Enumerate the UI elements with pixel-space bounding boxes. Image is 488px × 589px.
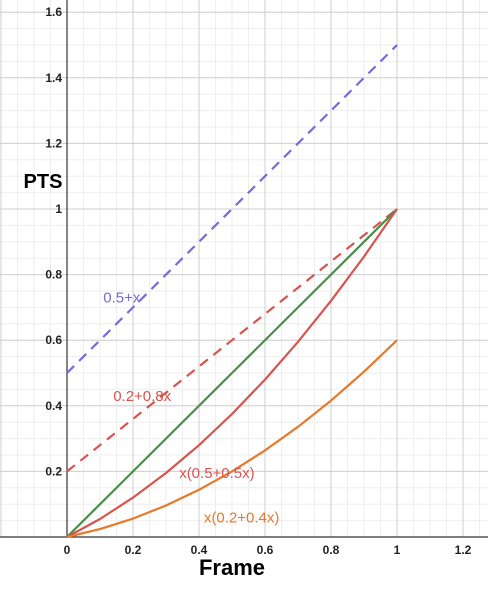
x-tick-labels: 0 0.2 0.4 0.6 0.8 1 1.2 [64,543,472,557]
series-line-1 [66,208,398,473]
x-tick-label: 1.2 [455,543,472,557]
y-tick-label: 1.4 [45,71,62,85]
x-tick-label: 0.6 [257,543,274,557]
x-tick-label: 0 [64,543,71,557]
series-label-1: 0.2+0.8x [113,388,171,405]
x-tick-label: 0.8 [323,543,340,557]
series-labels: 0.5+x 0.2+0.8x x(0.5+0.5x) x(0.2+0.4x) [103,290,279,527]
y-tick-label: 1 [55,202,62,216]
series-label-3: x(0.5+0.5x) [179,465,254,482]
series-line-3 [66,208,398,538]
y-tick-labels: 0.2 0.4 0.6 0.8 1 1.2 1.4 1.6 [45,5,62,478]
grid [0,0,488,537]
series-label-4: x(0.2+0.4x) [204,509,279,526]
x-tick-label: 1 [394,543,401,557]
y-tick-label: 0.8 [45,268,62,282]
series-line-4 [66,339,398,539]
y-tick-label: 0.6 [45,333,62,347]
x-tick-label: 0.2 [125,543,142,557]
x-tick-label: 0.4 [191,543,208,557]
axes [0,0,488,538]
y-tick-label: 0.4 [45,399,62,413]
x-axis-title: Frame [199,555,265,580]
series-line-2 [66,208,398,538]
y-tick-label: 1.2 [45,136,62,150]
series-line-0 [66,44,398,374]
y-axis-title: PTS [24,171,63,193]
series-label-0: 0.5+x [103,290,141,307]
y-tick-label: 0.2 [45,464,62,478]
y-tick-label: 1.6 [45,5,62,19]
series-lines [66,44,398,539]
